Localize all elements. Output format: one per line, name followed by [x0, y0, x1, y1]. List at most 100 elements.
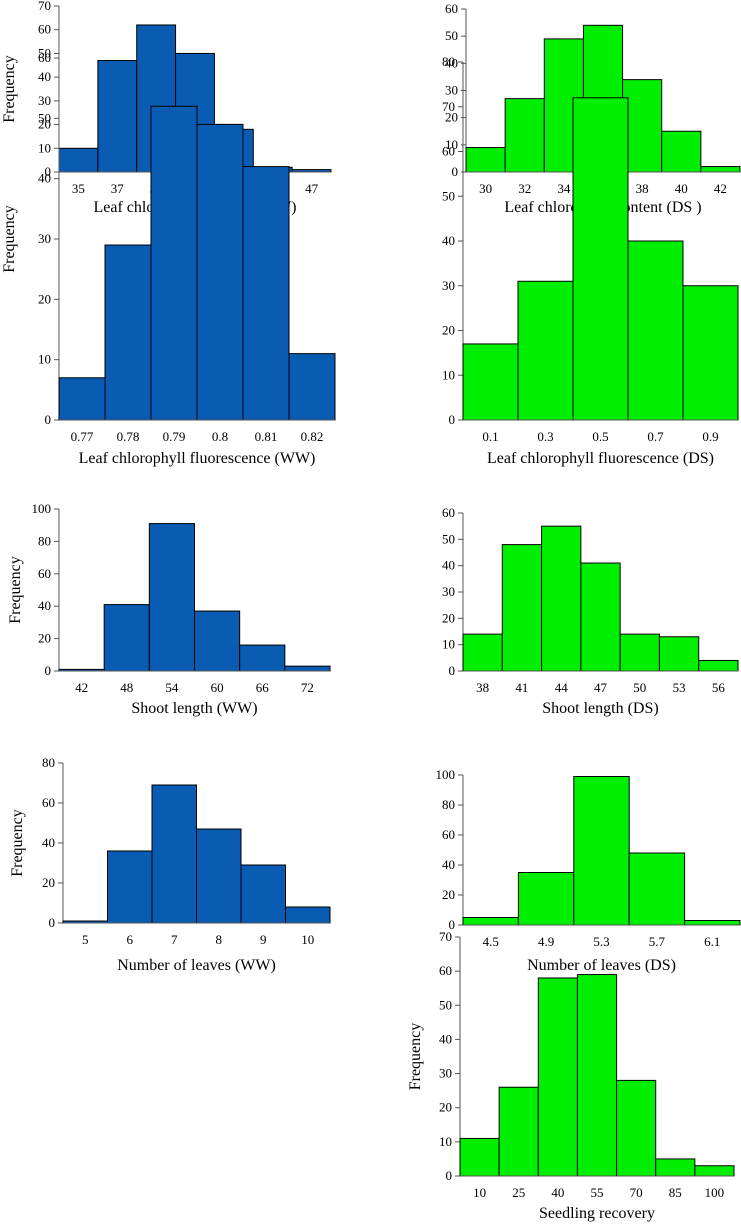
y-tick-label: 70	[442, 99, 455, 114]
y-tick-label: 50	[38, 110, 51, 125]
y-tick-label: 80	[442, 54, 455, 69]
x-tick-label: 9	[260, 932, 267, 947]
chart-panel-5: 0 20 40 60 80 100 42 48 54 60 66 72 Shoot length (WW…	[7, 501, 331, 717]
x-tick-label: 6.1	[704, 934, 720, 949]
x-tick-label: 0.82	[301, 429, 324, 444]
y-tick-label: 50	[38, 45, 51, 60]
y-tick-label: 40	[38, 598, 51, 613]
histogram-bar	[627, 240, 684, 421]
y-tick-label: 0	[449, 663, 456, 678]
histogram-bar	[682, 285, 739, 421]
x-tick-label: 5.7	[649, 934, 666, 949]
histogram-bar	[284, 665, 331, 672]
x-tick-label: 0.7	[647, 429, 664, 444]
histogram-bar	[151, 784, 197, 924]
y-tick-label: 60	[439, 963, 452, 978]
x-tick-label: 85	[669, 1185, 682, 1200]
histogram-bar	[239, 644, 286, 672]
x-tick-label: 48	[120, 680, 133, 695]
histogram-bar	[658, 636, 700, 672]
x-tick-label: 4.9	[538, 934, 554, 949]
y-tick-label: 60	[442, 144, 455, 159]
x-tick-label: 5.3	[593, 934, 609, 949]
chart-panel-6: 0 10 20 30 40 50 60 38 41 44 47 50 53 56 Shoot length …	[442, 505, 739, 717]
y-axis-label: Frequency	[9, 809, 26, 877]
x-tick-label: 35	[72, 181, 85, 196]
y-tick-label: 60	[442, 827, 455, 842]
x-tick-label: 10	[473, 1185, 486, 1200]
histogram-bar	[504, 98, 545, 173]
histogram-bar	[196, 828, 242, 924]
y-tick-label: 20	[445, 110, 458, 125]
x-tick-label: 70	[630, 1185, 643, 1200]
x-tick-label: 0.8	[212, 429, 228, 444]
y-tick-label: 60	[442, 505, 455, 520]
y-tick-label: 40	[445, 55, 458, 70]
histogram-bar	[619, 633, 660, 672]
y-tick-label: 0	[446, 1168, 453, 1183]
y-tick-label: 30	[38, 93, 51, 108]
histogram-bar	[97, 60, 138, 173]
y-axis-label: Frequency	[1, 205, 18, 273]
x-tick-label: 4.5	[483, 934, 499, 949]
y-tick-label: 20	[38, 117, 51, 132]
histogram-bar	[58, 147, 99, 173]
x-tick-label: 0.3	[537, 429, 553, 444]
histogram-bar	[462, 343, 519, 421]
y-axis-label: Frequency	[7, 556, 24, 624]
y-tick-label: 30	[442, 278, 455, 293]
y-tick-label: 20	[42, 875, 55, 890]
x-tick-label: 32	[518, 181, 531, 196]
y-tick-label: 20	[38, 631, 51, 646]
y-tick-label: 20	[442, 323, 455, 338]
y-tick-label: 10	[38, 140, 51, 155]
x-axis-label: Number of leaves (DS)	[527, 957, 676, 974]
x-tick-label: 0.9	[702, 429, 718, 444]
y-tick-label: 40	[442, 857, 455, 872]
chart-panel-4: 0 10 20 30 40 50 60 70 80 0.1 0.3 0.5 0.7 0.9 Leaf chl…	[442, 54, 739, 467]
y-tick-label: 40	[42, 835, 55, 850]
histogram-bar	[242, 166, 290, 421]
x-tick-label: 55	[591, 1185, 604, 1200]
histogram-bar	[285, 906, 331, 924]
y-tick-label: 100	[32, 501, 52, 516]
x-tick-label: 42	[75, 680, 88, 695]
histogram-bar	[661, 130, 702, 173]
y-tick-label: 20	[442, 610, 455, 625]
x-tick-label: 56	[712, 680, 726, 695]
x-tick-label: 47	[305, 181, 319, 196]
histogram-bar	[684, 920, 741, 926]
y-tick-label: 10	[439, 1134, 452, 1149]
histogram-bar	[517, 872, 575, 926]
histogram-bar	[465, 147, 506, 173]
y-tick-label: 40	[442, 558, 455, 573]
x-tick-label: 7	[171, 932, 178, 947]
x-axis-label: Leaf chlorophyll fluorescence (WW)	[79, 450, 316, 467]
y-tick-label: 50	[439, 997, 452, 1012]
x-tick-label: 72	[301, 680, 314, 695]
x-tick-label: 38	[636, 181, 649, 196]
y-tick-label: 60	[38, 22, 51, 37]
x-tick-label: 60	[211, 680, 224, 695]
histogram-bar	[196, 123, 244, 421]
x-tick-label: 0.78	[117, 429, 140, 444]
histogram-bar	[576, 974, 618, 1177]
y-tick-label: 10	[442, 367, 455, 382]
x-tick-label: 44	[555, 680, 569, 695]
chart-panel-3: 0 10 20 30 40 50 60 0.77 0.78 0.79 0.8 0.81 0.82 Leaf…	[1, 50, 336, 467]
y-tick-label: 80	[42, 755, 55, 770]
y-tick-label: 40	[38, 69, 51, 84]
x-axis-label: Shoot length (WW)	[131, 700, 257, 717]
histogram-bar	[700, 166, 741, 173]
x-tick-label: 0.79	[163, 429, 186, 444]
y-tick-label: 0	[45, 663, 52, 678]
histogram-bar	[501, 544, 543, 672]
x-axis-label: Shoot length (DS)	[542, 700, 658, 717]
y-tick-label: 10	[445, 137, 458, 152]
histogram-bar	[498, 1086, 539, 1177]
x-tick-label: 0.81	[255, 429, 278, 444]
y-tick-label: 30	[442, 584, 455, 599]
y-tick-label: 0	[449, 917, 456, 932]
x-tick-label: 100	[705, 1185, 725, 1200]
